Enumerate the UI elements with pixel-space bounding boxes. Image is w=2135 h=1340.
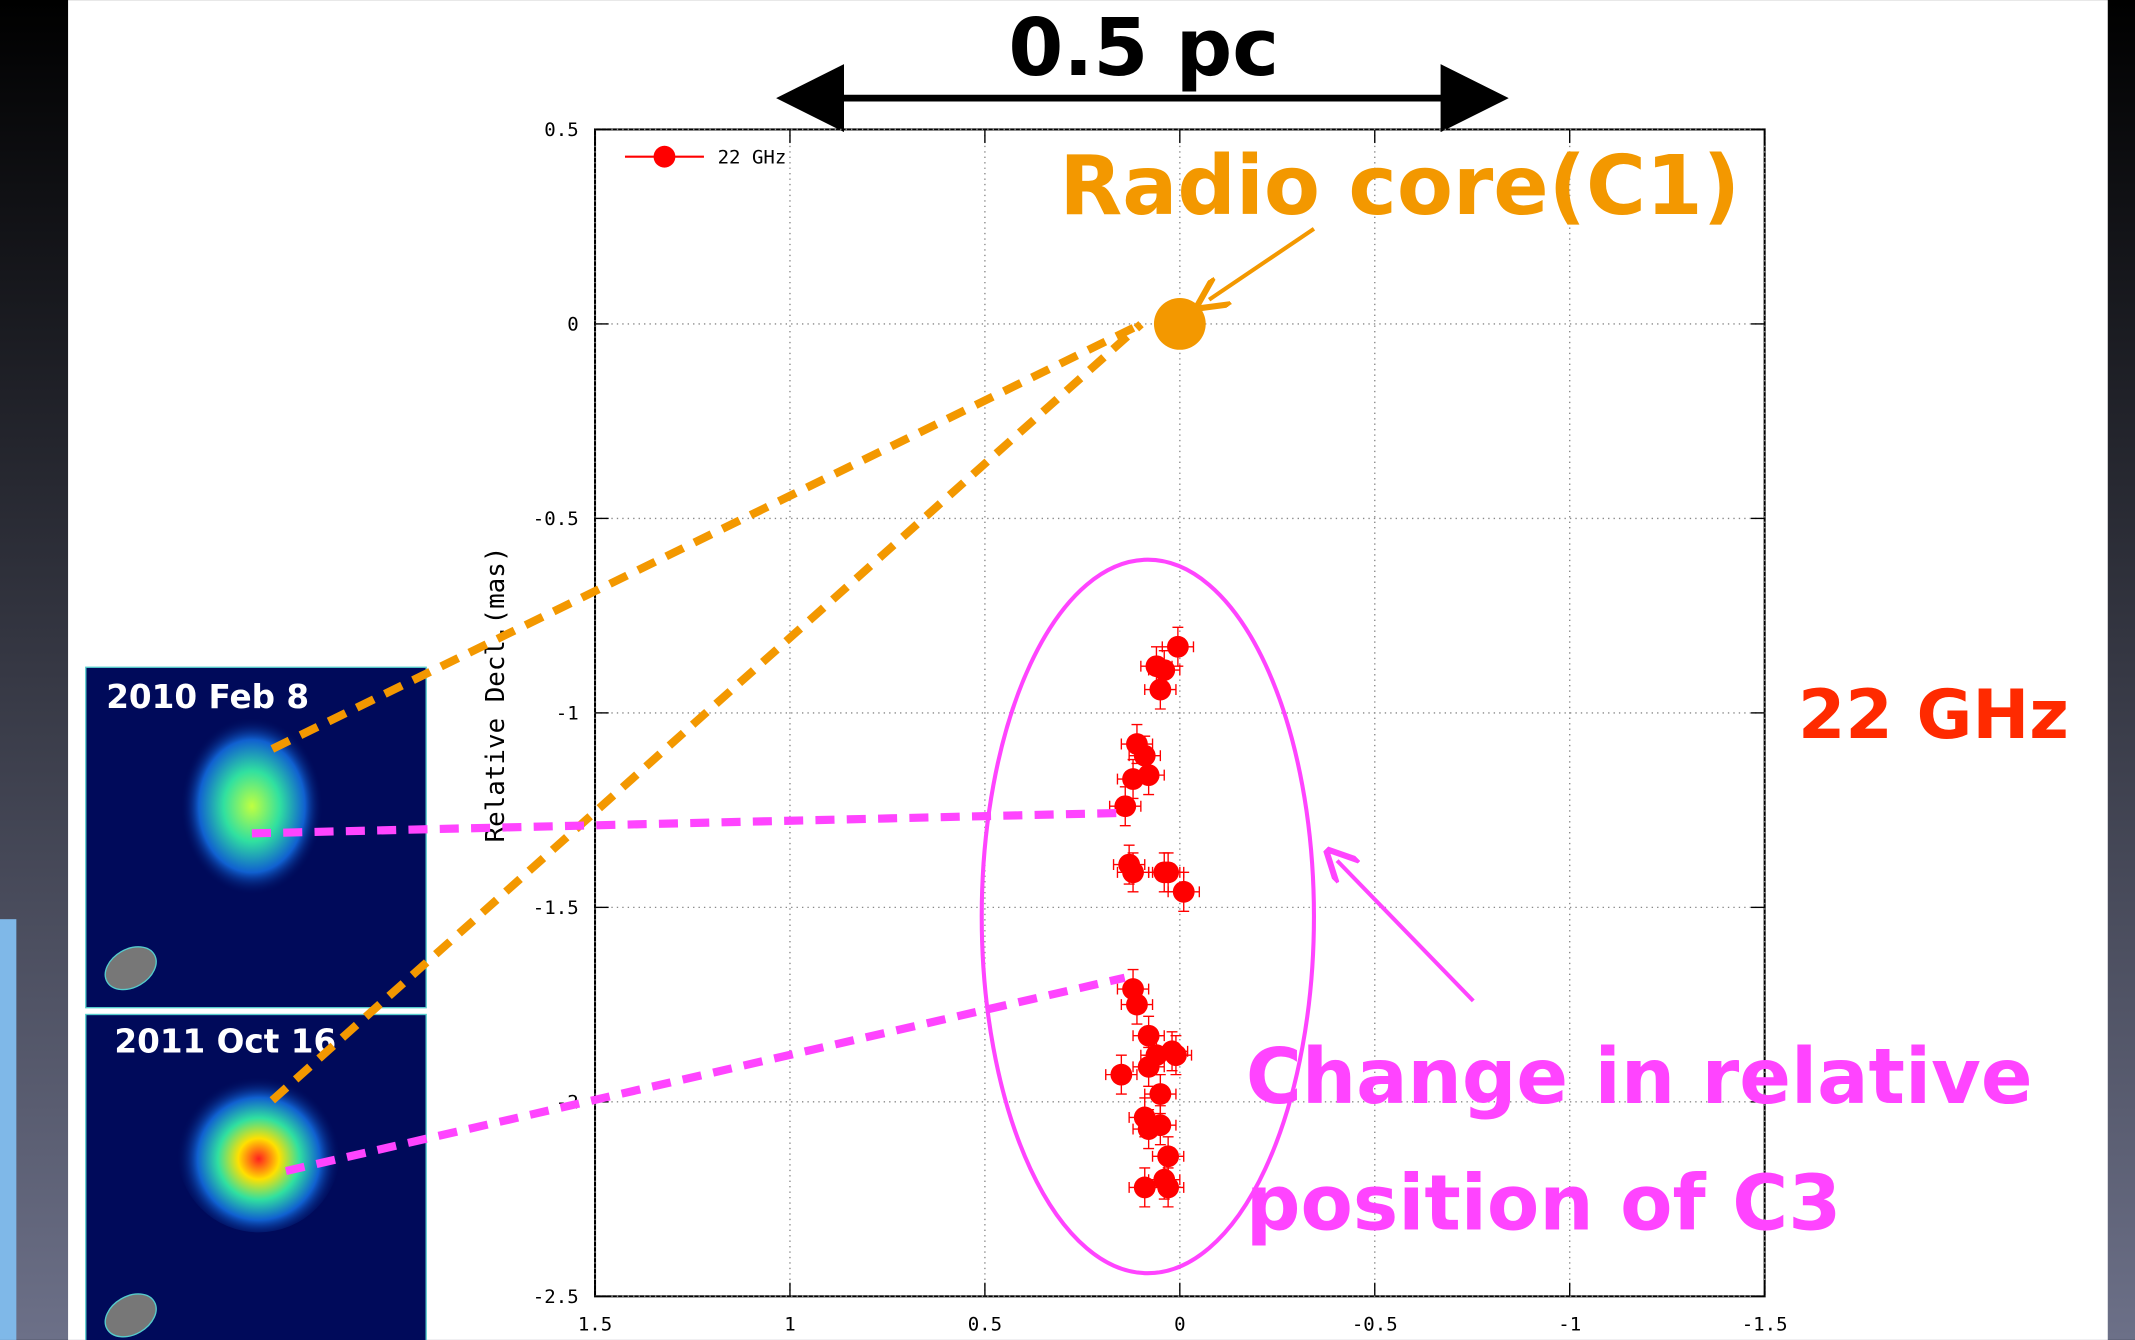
data-point — [1114, 795, 1136, 817]
data-point — [1149, 1083, 1171, 1105]
x-tick-label: 0.5 — [968, 1313, 1002, 1335]
y-tick-label: 0.5 — [544, 119, 578, 141]
x-tick-label: 1 — [784, 1313, 795, 1335]
x-tick-label: 1.5 — [578, 1313, 612, 1335]
y-tick-label: -1.5 — [533, 897, 579, 919]
y-axis-label: Relative Decl.(mas) — [481, 547, 511, 843]
x-tick-label: 0 — [1174, 1313, 1185, 1335]
core-point — [1154, 298, 1206, 350]
data-point — [1157, 1145, 1179, 1167]
slide: 0.5 pc Relative Decl.(mas) 1.5 1 0.5 0 -0.5 -… — [0, 0, 2135, 1340]
y-tick-label: 0 — [567, 314, 578, 336]
page: {"chart_data":{"type":"scatter", "scale_… — [0, 0, 2135, 1340]
data-point — [1118, 854, 1140, 876]
x-tick-label: -1.5 — [1742, 1313, 1788, 1335]
annotation: Change in relative — [1246, 1032, 2033, 1121]
data-point — [1110, 1064, 1132, 1086]
data-point — [1167, 636, 1189, 658]
x-tick-label: -0.5 — [1352, 1313, 1398, 1335]
data-point — [1173, 881, 1195, 903]
data-point — [1126, 994, 1148, 1016]
inset: 2010 Feb 8 — [86, 667, 426, 1007]
side-label: 22 GHz — [1798, 676, 2069, 755]
data-point — [1157, 1177, 1179, 1199]
data-point — [1138, 1118, 1160, 1140]
inset-label: 2010 Feb 8 — [106, 678, 309, 716]
inset: 2011 Oct 16 — [86, 1014, 426, 1340]
annotation: position of C3 — [1246, 1159, 1841, 1248]
data-point — [1165, 1044, 1187, 1066]
scale-bar-label: 0.5 pc — [1008, 2, 1279, 94]
x-tick-label: -1 — [1558, 1313, 1581, 1335]
y-tick-label: -1 — [556, 703, 579, 725]
inset-source — [181, 718, 323, 895]
y-tick-label: -0.5 — [533, 508, 579, 530]
inset-label: 2011 Oct 16 — [114, 1023, 336, 1061]
data-point — [1149, 679, 1171, 701]
data-point — [1157, 861, 1179, 883]
legend-marker — [654, 146, 676, 168]
y-tick-label: -2.5 — [533, 1286, 579, 1308]
inset-source — [177, 1069, 340, 1232]
legend-label: 22 GHz — [718, 146, 787, 168]
core-label: Radio core(C1) — [1059, 139, 1740, 234]
edge-strip — [0, 919, 16, 1340]
